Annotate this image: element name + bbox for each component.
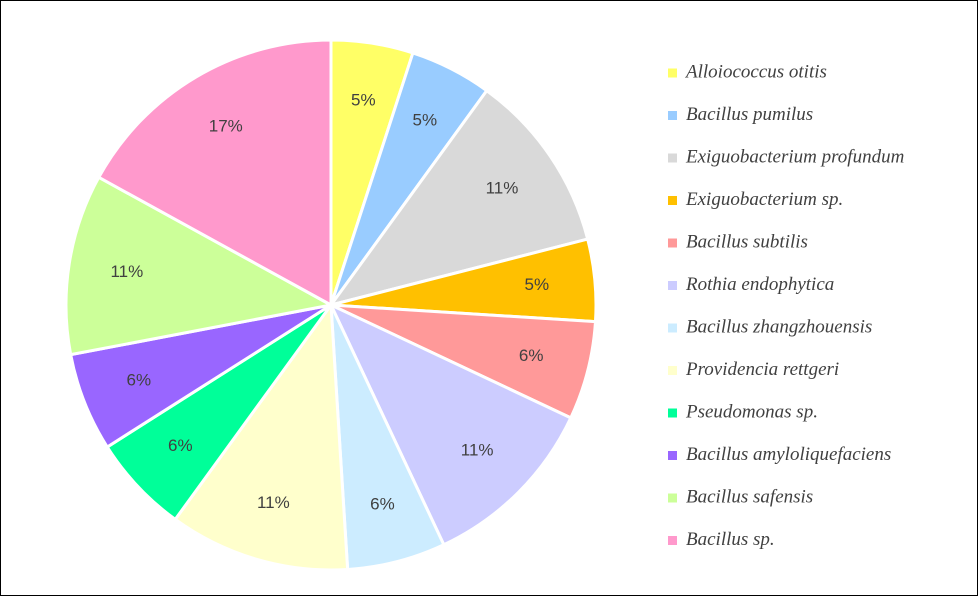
legend-swatch	[668, 451, 677, 460]
data-label: 5%	[413, 110, 438, 129]
legend-label: Bacillus sp.	[686, 529, 775, 550]
legend-swatch	[668, 238, 677, 248]
legend-swatch	[668, 68, 677, 78]
legend-label: Bacillus subtilis	[686, 231, 808, 252]
data-label: 11%	[110, 262, 143, 281]
pie-slice	[96, 38, 333, 308]
legend: Alloiococcus otitis Bacillus pumilus Exigu…	[668, 61, 904, 550]
legend-swatch	[668, 536, 677, 545]
legend-label: Bacillus amyloliquefaciens	[686, 444, 891, 465]
legend-label: Exiguobacterium sp.	[685, 189, 843, 210]
pie-slice	[173, 300, 350, 572]
data-label: 11%	[461, 441, 494, 460]
legend-label: Rothia endophytica	[685, 274, 834, 295]
legend-swatch	[668, 111, 677, 120]
pie	[64, 38, 598, 572]
data-label: 5%	[351, 90, 376, 109]
data-label: 6%	[519, 346, 544, 365]
data-label: 11%	[486, 178, 519, 197]
data-label: 6%	[168, 436, 193, 455]
data-label: 11%	[257, 493, 290, 512]
legend-label: Bacillus zhangzhouensis	[686, 316, 872, 337]
legend-swatch	[668, 196, 677, 205]
pie-slice	[64, 175, 336, 357]
legend-swatch	[668, 493, 677, 503]
data-label: 6%	[370, 495, 395, 514]
pie-slice	[327, 301, 573, 547]
data-label: 17%	[209, 117, 243, 136]
pie-slice	[327, 88, 590, 308]
legend-swatch	[668, 281, 677, 290]
legend-swatch	[668, 323, 677, 333]
legend-label: Bacillus pumilus	[686, 104, 813, 125]
legend-swatch	[668, 153, 677, 163]
legend-swatch	[668, 408, 677, 418]
legend-label: Providencia rettgeri	[685, 359, 839, 380]
data-label: 5%	[524, 275, 549, 294]
legend-label: Alloiococcus otitis	[684, 61, 827, 82]
legend-label: Bacillus safensis	[686, 486, 813, 507]
legend-swatch	[668, 366, 677, 375]
data-label: 6%	[127, 371, 152, 390]
legend-label: Pseudomonas sp.	[685, 401, 818, 422]
legend-label: Exiguobacterium profundum	[685, 146, 904, 167]
data-labels: 5% 5% 11% 5% 6% 11% 6% 11% 6% 6% 11% 17%	[110, 90, 549, 513]
